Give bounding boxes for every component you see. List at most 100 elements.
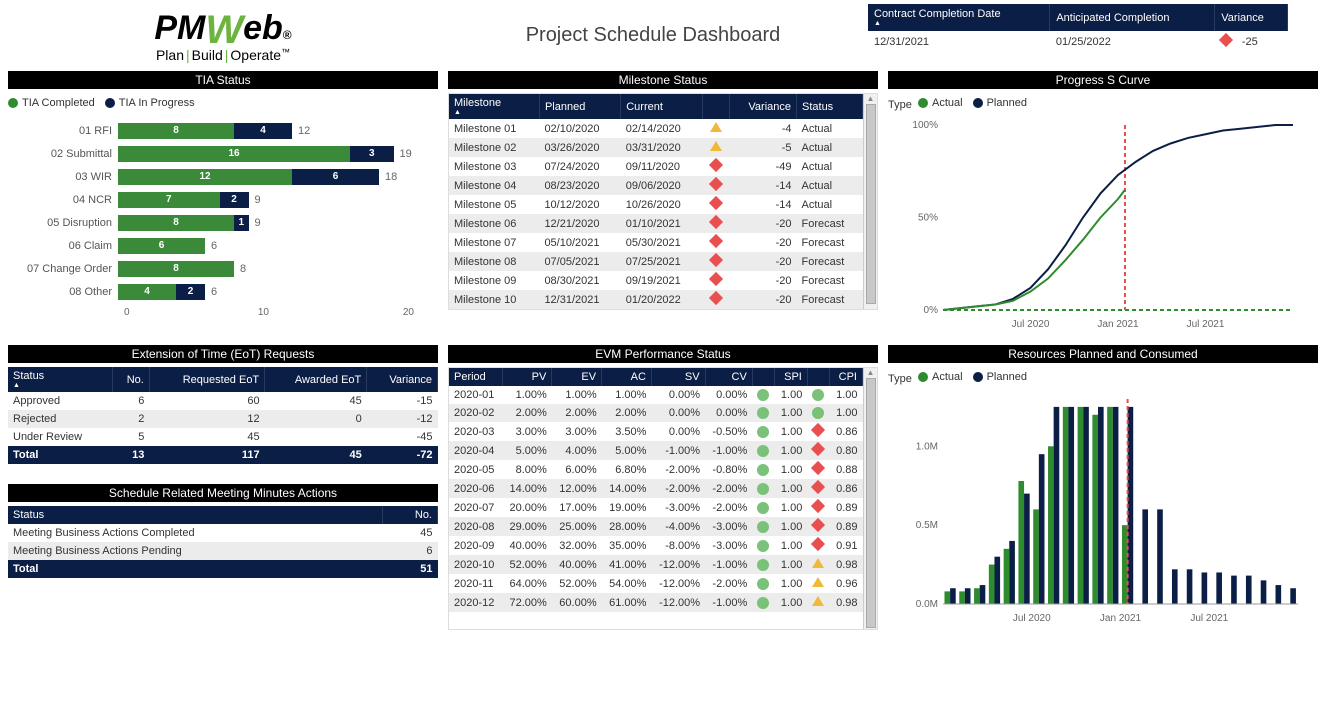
evm-row[interactable]: 2020-1052.00%40.00%41.00%-12.00%-1.00% 1…: [449, 555, 863, 574]
evm-col[interactable]: SPI: [774, 368, 807, 386]
tia-legend: TIA CompletedTIA In Progress: [8, 93, 438, 115]
eot-col[interactable]: Requested EoT: [149, 367, 264, 392]
ok-icon: [757, 578, 769, 590]
milestone-scrollbar[interactable]: ▲: [863, 94, 877, 309]
alert-icon: [709, 196, 723, 210]
eot-row[interactable]: Approved66045-15: [8, 392, 438, 410]
evm-row[interactable]: 2020-0614.00%12.00%14.00%-2.00%-2.00% 1.…: [449, 479, 863, 498]
evm-col[interactable]: [752, 368, 774, 386]
milestone-col[interactable]: Current: [621, 94, 702, 119]
tia-row: 05 Disruption 8 1 9: [14, 211, 432, 234]
col-variance[interactable]: Variance: [1215, 4, 1288, 31]
eot-col[interactable]: Status: [8, 367, 112, 392]
evm-row[interactable]: 2020-1164.00%52.00%54.00%-12.00%-2.00% 1…: [449, 574, 863, 593]
milestone-col[interactable]: Milestone: [449, 94, 539, 119]
eot-table: StatusNo.Requested EoTAwarded EoTVarianc…: [8, 367, 438, 464]
evm-col[interactable]: CPI: [829, 368, 862, 386]
svg-text:Jul 2020: Jul 2020: [1012, 319, 1050, 330]
evm-col[interactable]: SV: [651, 368, 705, 386]
eot-total: Total1311745-72: [8, 446, 438, 464]
eot-title: Extension of Time (EoT) Requests: [8, 345, 438, 363]
eot-col[interactable]: Awarded EoT: [265, 367, 367, 392]
milestone-col[interactable]: [702, 94, 729, 119]
milestone-row[interactable]: Milestone 0612/21/202001/10/2021-20Forec…: [449, 214, 863, 233]
milestone-col[interactable]: Planned: [539, 94, 620, 119]
tia-row: 02 Submittal 16 3 19: [14, 142, 432, 165]
tia-row: 07 Change Order 8 8: [14, 257, 432, 280]
warning-icon: [710, 141, 722, 151]
meetings-title: Schedule Related Meeting Minutes Actions: [8, 484, 438, 502]
eot-col[interactable]: No.: [112, 367, 149, 392]
resources-chart: 0.0M0.5M1.0MJul 2020Jan 2021Jul 2021: [888, 389, 1318, 629]
alert-icon: [709, 253, 723, 267]
col-anticipated[interactable]: Anticipated Completion: [1050, 4, 1215, 31]
ok-icon: [757, 426, 769, 438]
ok-icon: [757, 502, 769, 514]
alert-icon: [811, 423, 825, 437]
meet-row[interactable]: Meeting Business Actions Completed45: [8, 524, 438, 542]
alert-icon: [811, 442, 825, 456]
alert-icon: [709, 215, 723, 229]
evm-row[interactable]: 2020-0720.00%17.00%19.00%-3.00%-2.00% 1.…: [449, 498, 863, 517]
ok-icon: [757, 389, 769, 401]
alert-icon: [709, 291, 723, 305]
svg-text:100%: 100%: [912, 120, 938, 131]
milestone-row[interactable]: Milestone 0908/30/202109/19/2021-20Forec…: [449, 271, 863, 290]
evm-title: EVM Performance Status: [448, 345, 878, 363]
legend-item: TIA Completed: [8, 97, 95, 109]
evm-col[interactable]: EV: [552, 368, 602, 386]
milestone-row[interactable]: Milestone 1012/31/202101/20/2022-20Forec…: [449, 290, 863, 309]
tia-row: 01 RFI 8 4 12: [14, 119, 432, 142]
ok-icon: [757, 521, 769, 533]
milestone-title: Milestone Status: [448, 71, 878, 89]
meet-col[interactable]: No.: [383, 506, 438, 524]
eot-row[interactable]: Rejected2120-12: [8, 410, 438, 428]
evm-row[interactable]: 2020-0940.00%32.00%35.00%-8.00%-3.00% 1.…: [449, 536, 863, 555]
resources-legend: Type ActualPlanned: [888, 367, 1318, 389]
evm-col[interactable]: CV: [705, 368, 752, 386]
alert-icon: [811, 537, 825, 551]
legend-item: Planned: [973, 97, 1027, 109]
evm-col[interactable]: [807, 368, 829, 386]
evm-row[interactable]: 2020-033.00%3.00%3.50%0.00%-0.50% 1.00 0…: [449, 422, 863, 441]
resources-title: Resources Planned and Consumed: [888, 345, 1318, 363]
evm-col[interactable]: Period: [449, 368, 502, 386]
meet-row[interactable]: Meeting Business Actions Pending6: [8, 542, 438, 560]
warning-icon: [710, 122, 722, 132]
scurve-legend: Type ActualPlanned: [888, 93, 1318, 115]
col-contract-date[interactable]: Contract Completion Date: [868, 4, 1050, 31]
evm-row[interactable]: 2020-1272.00%60.00%61.00%-12.00%-1.00% 1…: [449, 593, 863, 612]
tia-row: 08 Other 4 2 6: [14, 280, 432, 303]
evm-row[interactable]: 2020-011.00%1.00%1.00%0.00%0.00% 1.00 1.…: [449, 386, 863, 404]
evm-table: PeriodPVEVACSVCV SPI CPI 2020-011.00%1.00%…: [449, 368, 863, 612]
svg-text:1.0M: 1.0M: [916, 441, 938, 452]
evm-row[interactable]: 2020-045.00%4.00%5.00%-1.00%-1.00% 1.00 …: [449, 441, 863, 460]
evm-row[interactable]: 2020-058.00%6.00%6.80%-2.00%-0.80% 1.00 …: [449, 460, 863, 479]
milestone-row[interactable]: Milestone 0307/24/202009/11/2020-49Actua…: [449, 157, 863, 176]
ok-icon: [812, 389, 824, 401]
scurve-title: Progress S Curve: [888, 71, 1318, 89]
eot-col[interactable]: Variance: [367, 367, 438, 392]
svg-text:Jul 2021: Jul 2021: [1190, 613, 1228, 624]
evm-row[interactable]: 2020-022.00%2.00%2.00%0.00%0.00% 1.00 1.…: [449, 404, 863, 422]
milestone-col[interactable]: Variance: [730, 94, 797, 119]
legend-item: Actual: [918, 371, 963, 383]
meet-total: Total51: [8, 560, 438, 578]
variance-status-icon: [1219, 33, 1233, 47]
milestone-row[interactable]: Milestone 0203/26/202003/31/2020-5Actual: [449, 138, 863, 157]
milestone-row[interactable]: Milestone 0408/23/202009/06/2020-14Actua…: [449, 176, 863, 195]
milestone-row[interactable]: Milestone 0102/10/202002/14/2020-4Actual: [449, 119, 863, 138]
milestone-row[interactable]: Milestone 0510/12/202010/26/2020-14Actua…: [449, 195, 863, 214]
evm-row[interactable]: 2020-0829.00%25.00%28.00%-4.00%-3.00% 1.…: [449, 517, 863, 536]
milestone-row[interactable]: Milestone 0807/05/202107/25/2021-20Forec…: [449, 252, 863, 271]
evm-col[interactable]: PV: [502, 368, 552, 386]
scurve-panel: Progress S Curve Type ActualPlanned 0%50…: [888, 71, 1318, 335]
alert-icon: [709, 272, 723, 286]
evm-col[interactable]: AC: [602, 368, 652, 386]
evm-scrollbar[interactable]: ▲: [863, 368, 877, 629]
alert-icon: [709, 234, 723, 248]
milestone-row[interactable]: Milestone 0705/10/202105/30/2021-20Forec…: [449, 233, 863, 252]
meet-col[interactable]: Status: [8, 506, 383, 524]
eot-row[interactable]: Under Review545-45: [8, 428, 438, 446]
milestone-col[interactable]: Status: [797, 94, 863, 119]
